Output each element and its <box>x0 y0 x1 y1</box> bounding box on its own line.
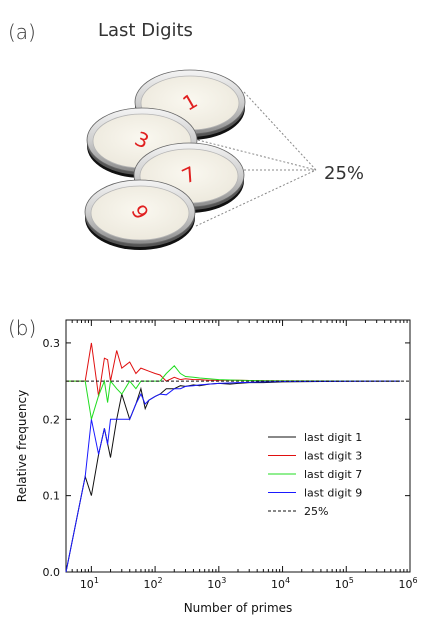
series-line-last-digit-1 <box>65 380 401 573</box>
panel-a-title: Last Digits <box>98 20 193 41</box>
series-line-last-digit-7 <box>66 365 401 420</box>
x-tick-label: 101 <box>80 576 99 591</box>
x-tick-label: 103 <box>207 576 226 591</box>
x-tick-label: 105 <box>335 576 354 591</box>
legend-entry: last digit 7 <box>304 468 362 481</box>
x-tick-label: 104 <box>271 576 290 591</box>
legend-entry: last digit 9 <box>304 487 362 500</box>
legend-entry: 25% <box>304 505 328 518</box>
y-axis-label: Relative frequency <box>15 390 29 502</box>
series-line-last-digit-9 <box>65 380 401 573</box>
percentage-label: 25% <box>324 163 365 184</box>
x-tick-label: 102 <box>144 576 163 591</box>
chart-legend: last digit 1 last digit 3 last digit 7 last… <box>268 431 362 518</box>
petri-dish-9: 9 <box>84 179 196 250</box>
guide-line <box>197 139 317 171</box>
legend-entry: last digit 1 <box>304 431 362 444</box>
plot-frame <box>65 319 411 573</box>
panel-a-label: (a) <box>8 20 36 44</box>
guide-line <box>243 91 317 171</box>
y-tick-label: 0.0 <box>43 566 61 579</box>
x-tick-label: 106 <box>398 576 417 591</box>
y-tick-label: 0.3 <box>43 337 61 350</box>
panel-b-label: (b) <box>8 316 37 340</box>
legend-entry: last digit 3 <box>304 450 362 463</box>
y-tick-label: 0.2 <box>43 413 61 426</box>
x-axis-label: Number of primes <box>184 601 293 615</box>
y-tick-label: 0.1 <box>43 490 61 503</box>
